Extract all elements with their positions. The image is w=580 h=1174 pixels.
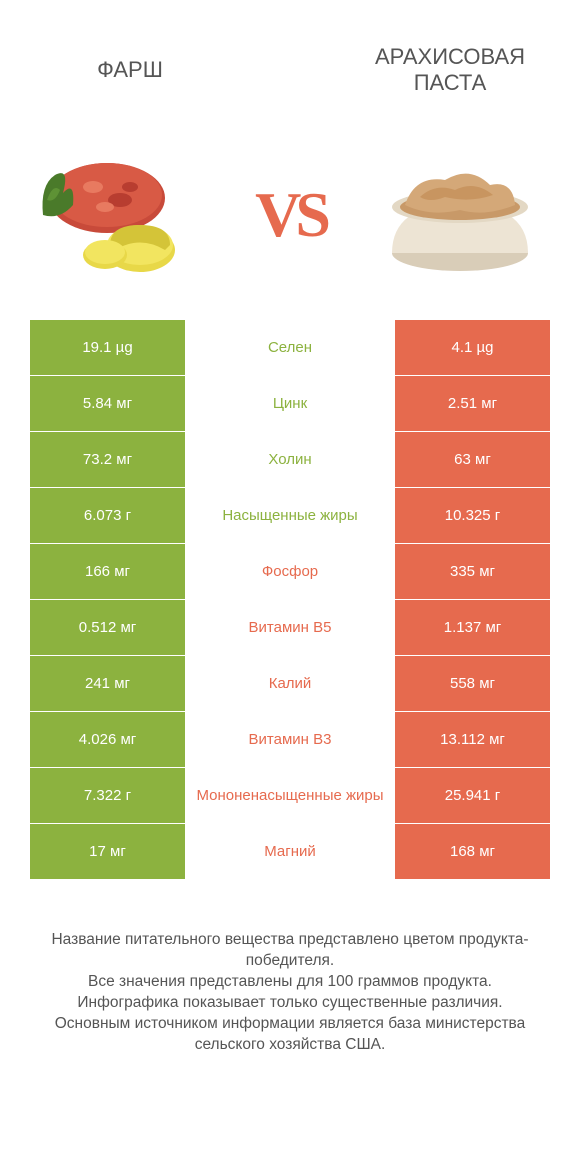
nutrient-row: 73.2 мгХолин63 мг <box>30 432 550 488</box>
title-left: ФАРШ <box>30 57 230 83</box>
value-right: 10.325 г <box>395 488 550 544</box>
nutrient-label: Цинк <box>185 376 395 432</box>
peanut-butter-image <box>370 140 550 290</box>
value-right: 1.137 мг <box>395 600 550 656</box>
nutrient-row: 17 мгМагний168 мг <box>30 824 550 880</box>
value-left: 19.1 µg <box>30 320 185 376</box>
value-right: 25.941 г <box>395 768 550 824</box>
nutrient-row: 0.512 мгВитамин B51.137 мг <box>30 600 550 656</box>
nutrient-label: Витамин B5 <box>185 600 395 656</box>
footer-line-4: Основным источником информации является … <box>40 1014 540 1056</box>
nutrient-row: 241 мгКалий558 мг <box>30 656 550 712</box>
nutrient-row: 5.84 мгЦинк2.51 мг <box>30 376 550 432</box>
header-row: ФАРШ АРАХИСОВАЯ ПАСТА <box>30 20 550 120</box>
value-left: 17 мг <box>30 824 185 880</box>
nutrient-row: 7.322 гМононенасыщенные жиры25.941 г <box>30 768 550 824</box>
value-left: 241 мг <box>30 656 185 712</box>
value-right: 558 мг <box>395 656 550 712</box>
nutrient-label: Мононенасыщенные жиры <box>185 768 395 824</box>
vs-row: VS <box>30 130 550 300</box>
nutrient-label: Фосфор <box>185 544 395 600</box>
value-right: 2.51 мг <box>395 376 550 432</box>
infographic-container: ФАРШ АРАХИСОВАЯ ПАСТА VS <box>0 0 580 1174</box>
value-right: 4.1 µg <box>395 320 550 376</box>
footer-line-3: Инфографика показывает только существенн… <box>40 993 540 1014</box>
value-left: 5.84 мг <box>30 376 185 432</box>
nutrient-label: Селен <box>185 320 395 376</box>
nutrient-row: 6.073 гНасыщенные жиры10.325 г <box>30 488 550 544</box>
value-left: 166 мг <box>30 544 185 600</box>
value-right: 335 мг <box>395 544 550 600</box>
value-right: 168 мг <box>395 824 550 880</box>
nutrient-label: Магний <box>185 824 395 880</box>
meat-image <box>30 140 210 290</box>
value-right: 63 мг <box>395 432 550 488</box>
nutrient-row: 4.026 мгВитамин B313.112 мг <box>30 712 550 768</box>
nutrient-row: 166 мгФосфор335 мг <box>30 544 550 600</box>
footer-line-2: Все значения представлены для 100 граммо… <box>40 972 540 993</box>
vs-label: VS <box>255 178 325 252</box>
title-right: АРАХИСОВАЯ ПАСТА <box>350 44 550 97</box>
footer-notes: Название питательного вещества представл… <box>30 930 550 1056</box>
footer-line-1: Название питательного вещества представл… <box>40 930 540 972</box>
peanut-butter-icon <box>375 145 545 285</box>
value-right: 13.112 мг <box>395 712 550 768</box>
value-left: 73.2 мг <box>30 432 185 488</box>
nutrient-label: Витамин B3 <box>185 712 395 768</box>
nutrient-table: 19.1 µgСелен4.1 µg5.84 мгЦинк2.51 мг73.2… <box>30 320 550 880</box>
nutrient-label: Насыщенные жиры <box>185 488 395 544</box>
value-left: 4.026 мг <box>30 712 185 768</box>
value-left: 6.073 г <box>30 488 185 544</box>
value-left: 0.512 мг <box>30 600 185 656</box>
nutrient-label: Холин <box>185 432 395 488</box>
nutrient-label: Калий <box>185 656 395 712</box>
ground-meat-icon <box>35 145 205 285</box>
nutrient-row: 19.1 µgСелен4.1 µg <box>30 320 550 376</box>
value-left: 7.322 г <box>30 768 185 824</box>
